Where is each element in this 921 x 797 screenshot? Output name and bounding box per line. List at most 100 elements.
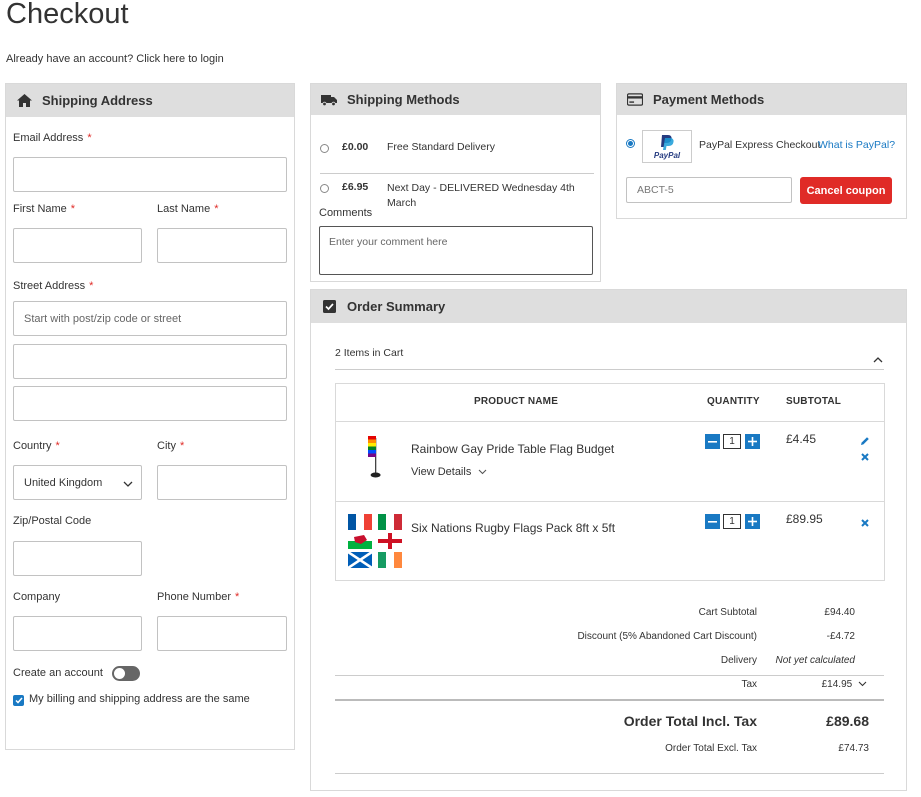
cart-subtotal-label: Cart Subtotal bbox=[698, 607, 757, 618]
street-line-3-field[interactable] bbox=[13, 386, 287, 421]
last-name-field[interactable] bbox=[157, 228, 287, 263]
shipping-option-free-radio[interactable] bbox=[320, 144, 329, 153]
minus-icon bbox=[708, 520, 717, 523]
cart-subtotal-value: £94.40 bbox=[824, 607, 855, 618]
divider bbox=[336, 421, 884, 422]
divider bbox=[335, 699, 884, 701]
same-address-checkbox[interactable] bbox=[13, 695, 24, 706]
shipping-address-header: Shipping Address bbox=[6, 84, 294, 117]
qty-decrease-button[interactable] bbox=[705, 514, 720, 529]
minus-icon bbox=[708, 440, 717, 443]
login-link[interactable]: Already have an account? Click here to l… bbox=[6, 53, 224, 65]
qty-decrease-button[interactable] bbox=[705, 434, 720, 449]
divider bbox=[336, 501, 884, 502]
divider bbox=[335, 773, 884, 774]
what-is-paypal-link[interactable]: What is PayPal? bbox=[818, 139, 896, 151]
comments-label: Comments bbox=[319, 207, 373, 219]
credit-card-icon bbox=[627, 92, 643, 108]
country-label: Country * bbox=[13, 440, 60, 452]
country-select[interactable]: United Kingdom bbox=[13, 465, 142, 500]
shipping-option-nextday-price: £6.95 bbox=[342, 181, 369, 193]
shipping-option-free-price: £0.00 bbox=[342, 141, 369, 153]
country-value: United Kingdom bbox=[24, 476, 103, 489]
divider bbox=[335, 369, 884, 370]
payment-methods-header: Payment Methods bbox=[617, 84, 906, 115]
checkmark-icon bbox=[14, 697, 23, 704]
email-label: Email Address * bbox=[13, 132, 92, 144]
paypal-logo: PayPal bbox=[642, 130, 692, 163]
tax-label: Tax bbox=[741, 679, 757, 690]
divider bbox=[335, 675, 884, 676]
paypal-radio[interactable] bbox=[626, 139, 635, 148]
qty-input[interactable]: 1 bbox=[723, 434, 741, 449]
discount-value: -£4.72 bbox=[826, 631, 855, 642]
phone-label: Phone Number * bbox=[157, 591, 240, 603]
col-product-name: PRODUCT NAME bbox=[474, 396, 559, 407]
payment-methods-title: Payment Methods bbox=[653, 92, 765, 107]
paypal-method-name: PayPal Express Checkout bbox=[699, 139, 821, 151]
shipping-address-panel: Shipping Address Email Address * First Na… bbox=[5, 83, 295, 750]
cancel-coupon-button[interactable]: Cancel coupon bbox=[800, 177, 892, 204]
shipping-methods-panel: Shipping Methods £0.00 Free Standard Del… bbox=[310, 83, 601, 282]
edit-pencil-icon[interactable] bbox=[860, 433, 870, 451]
company-field[interactable] bbox=[13, 616, 142, 651]
qty-input[interactable]: 1 bbox=[723, 514, 741, 529]
tax-toggle[interactable]: £14.95 bbox=[822, 679, 867, 690]
payment-methods-panel: Payment Methods PayPal PayPal Express Ch… bbox=[616, 83, 907, 219]
phone-field[interactable] bbox=[157, 616, 287, 651]
shipping-address-title: Shipping Address bbox=[42, 93, 153, 108]
order-summary-panel: Order Summary 2 Items in Cart PRODUCT NA… bbox=[310, 289, 907, 791]
rainbow-flag-image bbox=[358, 432, 394, 488]
city-field[interactable] bbox=[157, 465, 287, 500]
order-summary-header: Order Summary bbox=[311, 290, 906, 323]
checkbox-checked-icon bbox=[321, 299, 337, 315]
product-name[interactable]: Rainbow Gay Pride Table Flag Budget bbox=[411, 442, 615, 456]
row-subtotal: £4.45 bbox=[786, 432, 817, 446]
qty-increase-button[interactable] bbox=[745, 514, 760, 529]
page-title: Checkout bbox=[6, 0, 129, 30]
first-name-field[interactable] bbox=[13, 228, 142, 263]
chevron-up-icon[interactable] bbox=[873, 350, 883, 368]
plus-icon bbox=[748, 517, 757, 526]
remove-item-icon[interactable] bbox=[861, 514, 869, 532]
cart-table: PRODUCT NAME QUANTITY SUBTOTAL Rainbow G… bbox=[335, 383, 885, 581]
chevron-down-icon bbox=[858, 681, 867, 687]
first-name-label: First Name * bbox=[13, 203, 76, 215]
same-address-label: My billing and shipping address are the … bbox=[29, 693, 250, 705]
chevron-down-icon bbox=[123, 478, 133, 490]
six-nations-flags-image bbox=[347, 513, 404, 570]
company-label: Company bbox=[13, 591, 61, 603]
plus-icon bbox=[748, 437, 757, 446]
qty-increase-button[interactable] bbox=[745, 434, 760, 449]
email-field[interactable] bbox=[13, 157, 287, 192]
city-label: City * bbox=[157, 440, 185, 452]
remove-item-icon[interactable] bbox=[861, 448, 869, 466]
create-account-label: Create an account bbox=[13, 667, 103, 679]
street-label: Street Address * bbox=[13, 280, 94, 292]
shipping-option-free-name: Free Standard Delivery bbox=[387, 141, 495, 153]
shipping-option-nextday-radio[interactable] bbox=[320, 184, 329, 193]
create-account-toggle[interactable] bbox=[112, 666, 140, 681]
order-total-incl-label: Order Total Incl. Tax bbox=[623, 713, 757, 729]
coupon-code-field[interactable]: ABCT-5 bbox=[626, 177, 792, 203]
street-line-1-field[interactable]: Start with post/zip code or street bbox=[13, 301, 287, 336]
product-name[interactable]: Six Nations Rugby Flags Pack 8ft x 5ft bbox=[411, 521, 616, 535]
row-subtotal: £89.95 bbox=[786, 512, 823, 526]
zip-label: Zip/Postal Code bbox=[13, 515, 92, 527]
truck-icon bbox=[321, 92, 337, 108]
col-quantity: QUANTITY bbox=[707, 396, 760, 407]
chevron-down-icon bbox=[479, 469, 487, 475]
street-line-2-field[interactable] bbox=[13, 344, 287, 379]
view-details-toggle[interactable]: View Details bbox=[411, 466, 487, 478]
zip-field[interactable] bbox=[13, 541, 142, 576]
paypal-logo-text: PayPal bbox=[653, 151, 681, 160]
shipping-option-nextday-name: Next Day - DELIVERED Wednesday 4th March bbox=[387, 182, 575, 209]
discount-label: Discount (5% Abandoned Cart Discount) bbox=[577, 631, 757, 642]
col-subtotal: SUBTOTAL bbox=[786, 396, 842, 407]
shipping-methods-header: Shipping Methods bbox=[311, 84, 600, 115]
home-icon bbox=[16, 93, 32, 109]
delivery-label: Delivery bbox=[720, 655, 757, 666]
comments-textarea[interactable]: Enter your comment here bbox=[319, 226, 593, 275]
order-total-incl-value: £89.68 bbox=[826, 713, 869, 729]
shipping-methods-title: Shipping Methods bbox=[347, 92, 460, 107]
